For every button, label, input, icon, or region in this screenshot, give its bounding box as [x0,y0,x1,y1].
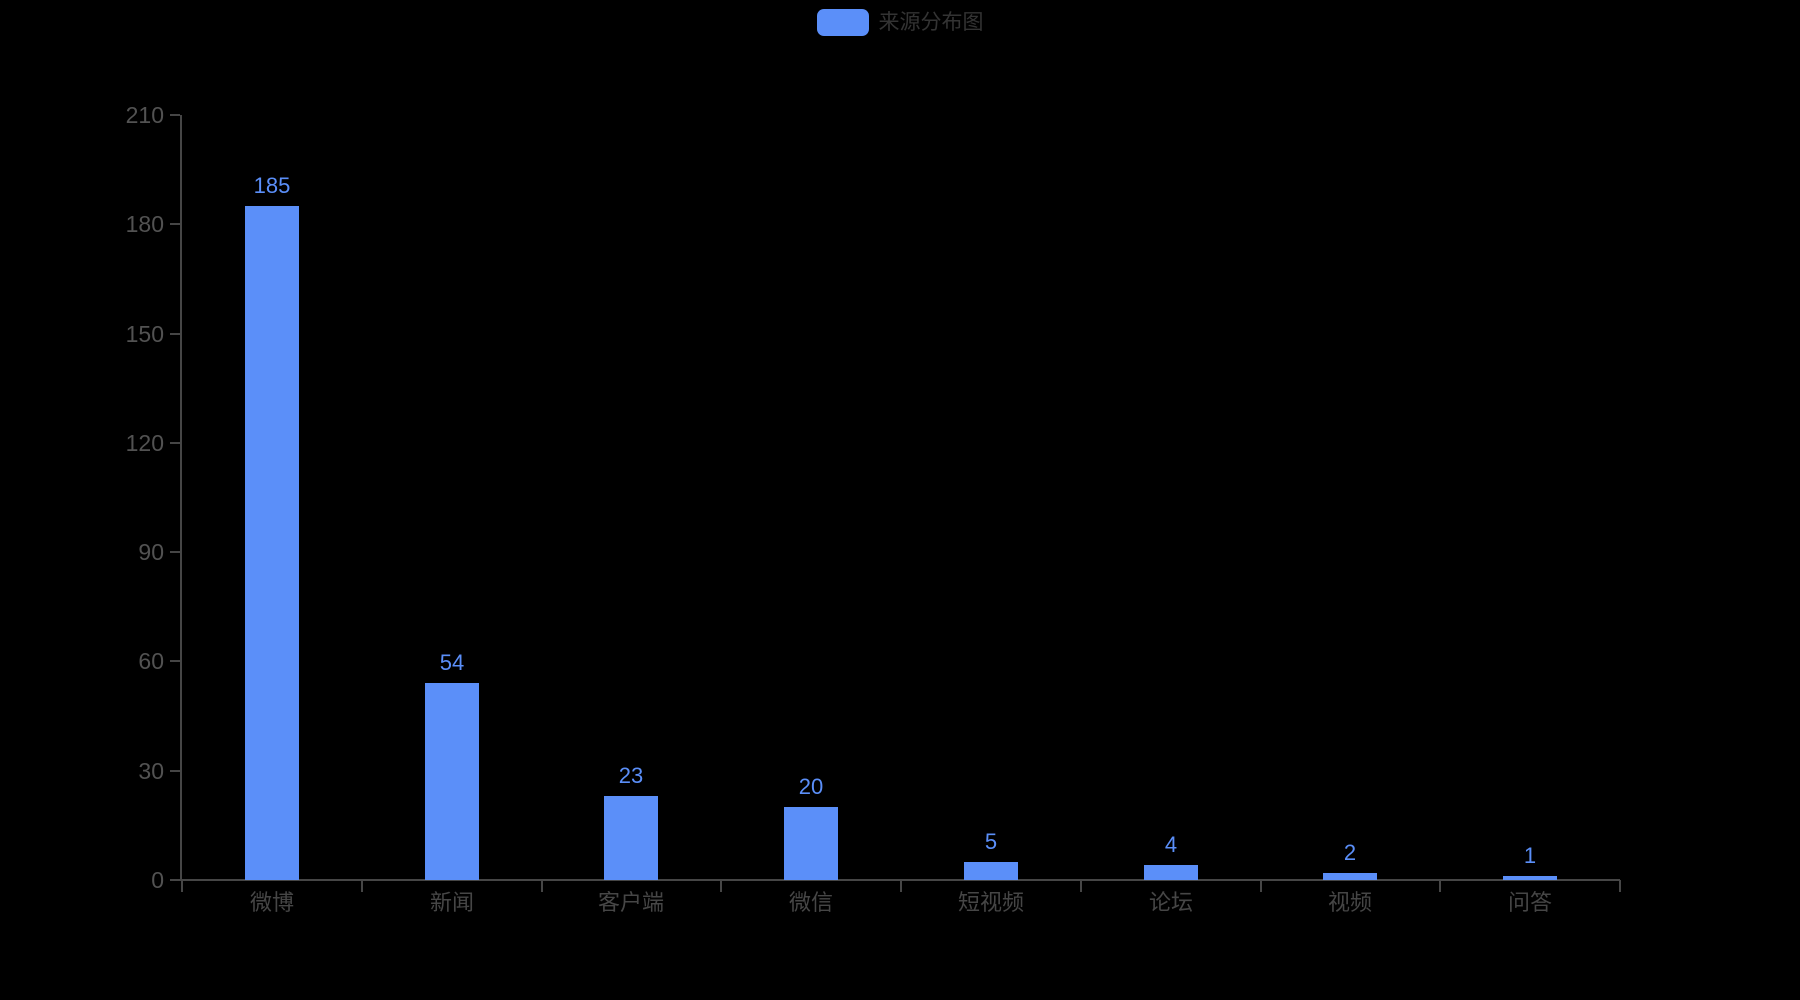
bar-value-label: 2 [1343,840,1357,865]
x-category-label: 问答 [1507,890,1552,915]
bar-value-label: 4 [1164,832,1178,857]
y-axis-tick [170,551,180,554]
y-axis-tick [170,223,180,226]
x-axis-tick [1619,880,1621,892]
x-category-label: 视频 [1327,890,1372,915]
x-axis-tick [1259,880,1262,892]
y-axis-tick [170,769,180,772]
x-axis-tick [540,880,543,892]
legend-label: 来源分布图 [878,11,984,34]
x-axis-tick [720,880,723,892]
y-axis-tick [170,441,180,444]
bar[interactable] [245,206,299,880]
bar[interactable] [784,807,838,880]
x-axis-tick [181,880,183,892]
bar-value-label: 1 [1523,843,1537,868]
y-axis-tick-label: 120 [125,429,164,456]
y-axis-tick [170,660,180,663]
bar[interactable] [1503,876,1557,880]
x-category-label: 客户端 [597,890,664,915]
y-axis-tick-label: 210 [125,102,164,128]
x-axis-tick [1439,880,1442,892]
y-axis-tick [170,114,180,116]
x-axis-tick [900,880,902,892]
y-axis-tick-label: 60 [138,648,164,675]
x-category-label: 论坛 [1148,890,1193,915]
bar[interactable] [1323,873,1377,880]
bar[interactable] [604,796,658,880]
bar-value-label: 185 [253,173,291,198]
y-axis-tick-label: 90 [138,539,164,566]
y-axis-tick-label: 180 [125,211,164,238]
legend-item[interactable]: 来源分布图 [0,9,1800,36]
x-category-label: 微信 [788,890,833,915]
bar[interactable] [964,862,1018,880]
bar-value-label: 54 [439,650,465,675]
x-axis-tick [1079,880,1082,892]
bar[interactable] [1144,865,1198,880]
legend-swatch-icon [816,9,869,36]
y-axis-tick-label: 30 [138,757,164,784]
x-category-label: 短视频 [957,890,1024,915]
y-axis-line [180,115,182,880]
bar-value-label: 5 [984,829,998,854]
x-axis-tick [360,880,363,892]
bar-value-label: 23 [618,763,644,788]
x-category-label: 微博 [249,890,294,915]
bar[interactable] [425,683,479,880]
y-axis-tick [170,879,180,881]
bar-value-label: 20 [798,774,824,799]
y-axis-tick-label: 150 [125,320,164,347]
y-axis-tick-label: 0 [151,867,164,893]
x-category-label: 新闻 [429,890,474,915]
y-axis-tick [170,332,180,335]
